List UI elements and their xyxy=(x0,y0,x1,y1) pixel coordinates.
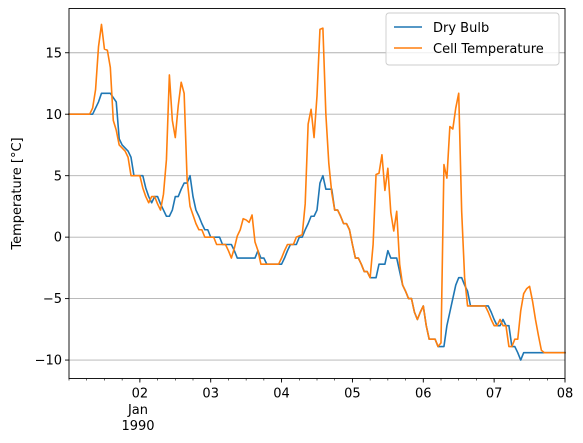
x-tick-label: 02 xyxy=(132,387,149,402)
series-line-dry-bulb xyxy=(68,92,566,361)
x-tick-label: 08 xyxy=(557,387,574,402)
x-tick-label: 05 xyxy=(344,387,361,402)
y-axis-label: Temperature [°C] xyxy=(10,137,25,250)
y-tick-label: −5 xyxy=(43,292,62,307)
series-line-cell-temperature xyxy=(68,23,566,354)
x-tick-label: 04 xyxy=(273,387,290,402)
x-axis-ticks: 02 03 04 05 06 07 08 xyxy=(68,378,574,402)
y-gridlines xyxy=(69,52,565,361)
x-secondary-label-month: Jan xyxy=(127,403,148,418)
legend-label-cell-temperature: Cell Temperature xyxy=(433,42,544,57)
y-tick-label: 15 xyxy=(45,46,62,61)
y-axis-ticks: −10 −5 0 5 10 15 xyxy=(35,46,69,369)
legend-frame xyxy=(385,12,560,66)
y-tick-label: −10 xyxy=(35,354,62,369)
series-lines xyxy=(68,23,566,361)
y-tick-label: 0 xyxy=(54,231,62,246)
x-secondary-label-year: 1990 xyxy=(121,419,154,434)
x-tick-label: 03 xyxy=(202,387,219,402)
y-tick-label: 10 xyxy=(45,108,62,123)
x-tick-label: 07 xyxy=(486,387,503,402)
legend: Dry Bulb Cell Temperature xyxy=(385,12,560,66)
legend-label-dry-bulb: Dry Bulb xyxy=(433,21,489,36)
y-tick-label: 5 xyxy=(54,169,62,184)
x-tick-label: 06 xyxy=(415,387,432,402)
